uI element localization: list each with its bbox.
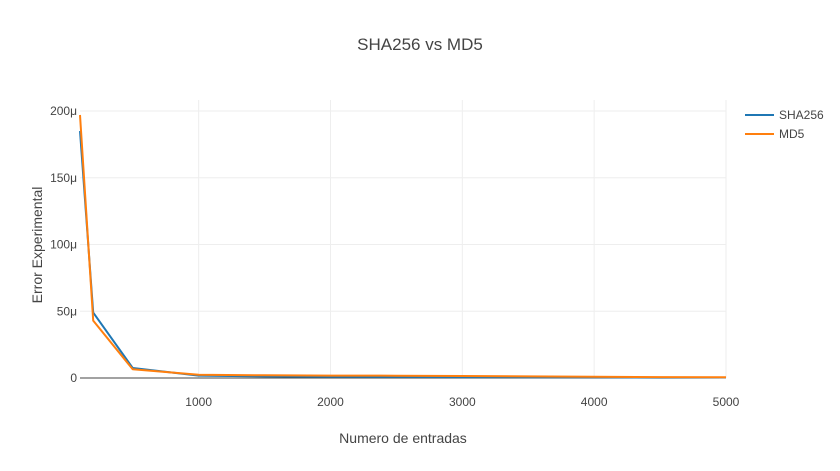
legend-label: MD5 xyxy=(779,127,805,141)
series-layer xyxy=(79,114,727,379)
legend-item-sha256[interactable]: SHA256 xyxy=(745,108,824,122)
y-tick-label: 50μ xyxy=(57,304,77,318)
series-line-md5[interactable] xyxy=(79,114,727,379)
chart-title: SHA256 vs MD5 xyxy=(357,35,483,54)
legend-item-md5[interactable]: MD5 xyxy=(745,127,805,141)
series-line-sha256[interactable] xyxy=(79,130,727,379)
x-axis-title: Numero de entradas xyxy=(339,430,467,446)
legend[interactable]: SHA256 MD5 xyxy=(745,108,824,141)
y-tick-label: 100μ xyxy=(50,238,77,252)
x-tick-label: 3000 xyxy=(449,395,476,409)
y-axis-title: Error Experimental xyxy=(29,187,45,304)
y-tick-label: 150μ xyxy=(50,171,77,185)
x-tick-label: 2000 xyxy=(317,395,344,409)
grid xyxy=(80,100,727,378)
y-tick-label: 0 xyxy=(70,371,77,385)
x-tick-label: 4000 xyxy=(581,395,608,409)
y-tick-label: 200μ xyxy=(50,104,77,118)
x-tick-label: 5000 xyxy=(713,395,740,409)
x-tick-label: 1000 xyxy=(185,395,212,409)
axes: 1000 2000 3000 4000 5000 0 50μ 100μ 150μ 200μ xyxy=(50,104,740,409)
legend-label: SHA256 xyxy=(779,108,824,122)
